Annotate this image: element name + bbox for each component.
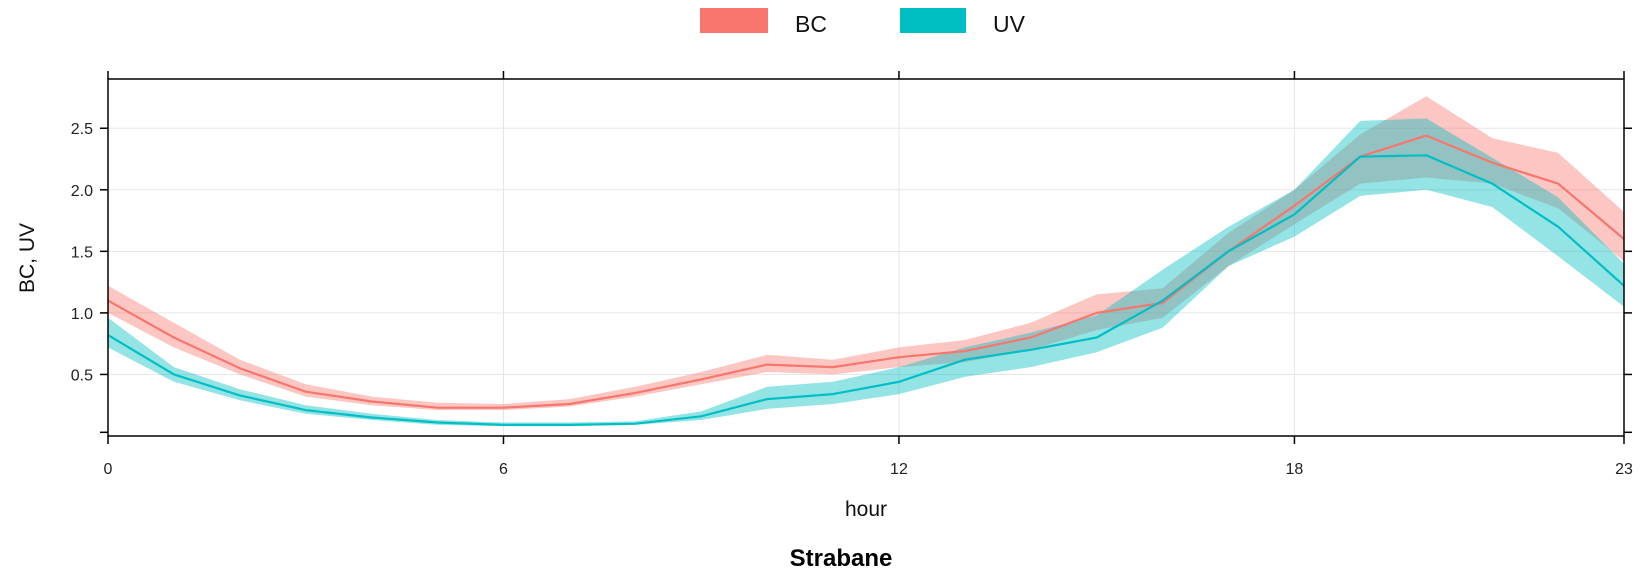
x-tick-label-2: 12 xyxy=(890,461,908,478)
line-bc xyxy=(107,134,1625,409)
confidence-bands xyxy=(108,96,1624,427)
legend: BC UV xyxy=(700,8,1026,37)
chart-caption: Strabane xyxy=(790,545,893,572)
y-tick-label-1: 1.0 xyxy=(71,306,93,323)
y-tick-label-0: 0.5 xyxy=(71,367,93,384)
band-uv xyxy=(108,118,1624,427)
x-axis-ticks: 0 6 12 18 23 xyxy=(104,71,1633,478)
series-lines xyxy=(107,134,1625,426)
y-axis-title: BC, UV xyxy=(16,223,39,293)
plot-frame xyxy=(107,78,1625,437)
y-tick-label-4: 2.5 xyxy=(71,121,93,138)
legend-label-bc: BC xyxy=(795,11,827,37)
y-axis-ticks: 0.5 1.0 1.5 2.0 2.5 xyxy=(71,121,1632,434)
band-bc xyxy=(108,96,1624,411)
y-tick-label-2: 1.5 xyxy=(71,244,93,261)
legend-label-uv: UV xyxy=(993,11,1026,37)
x-axis-title: hour xyxy=(845,498,887,521)
legend-swatch-uv xyxy=(900,8,966,33)
line-uv xyxy=(107,154,1625,426)
x-tick-label-0: 0 xyxy=(104,461,113,478)
legend-swatch-bc xyxy=(700,8,768,33)
x-tick-label-3: 18 xyxy=(1286,461,1304,478)
y-tick-label-3: 2.0 xyxy=(71,183,93,200)
x-tick-label-1: 6 xyxy=(499,461,508,478)
x-tick-label-4: 23 xyxy=(1615,461,1633,478)
plot-area: 0 6 12 18 23 0.5 1.0 1.5 2.0 2.5 xyxy=(71,71,1633,478)
